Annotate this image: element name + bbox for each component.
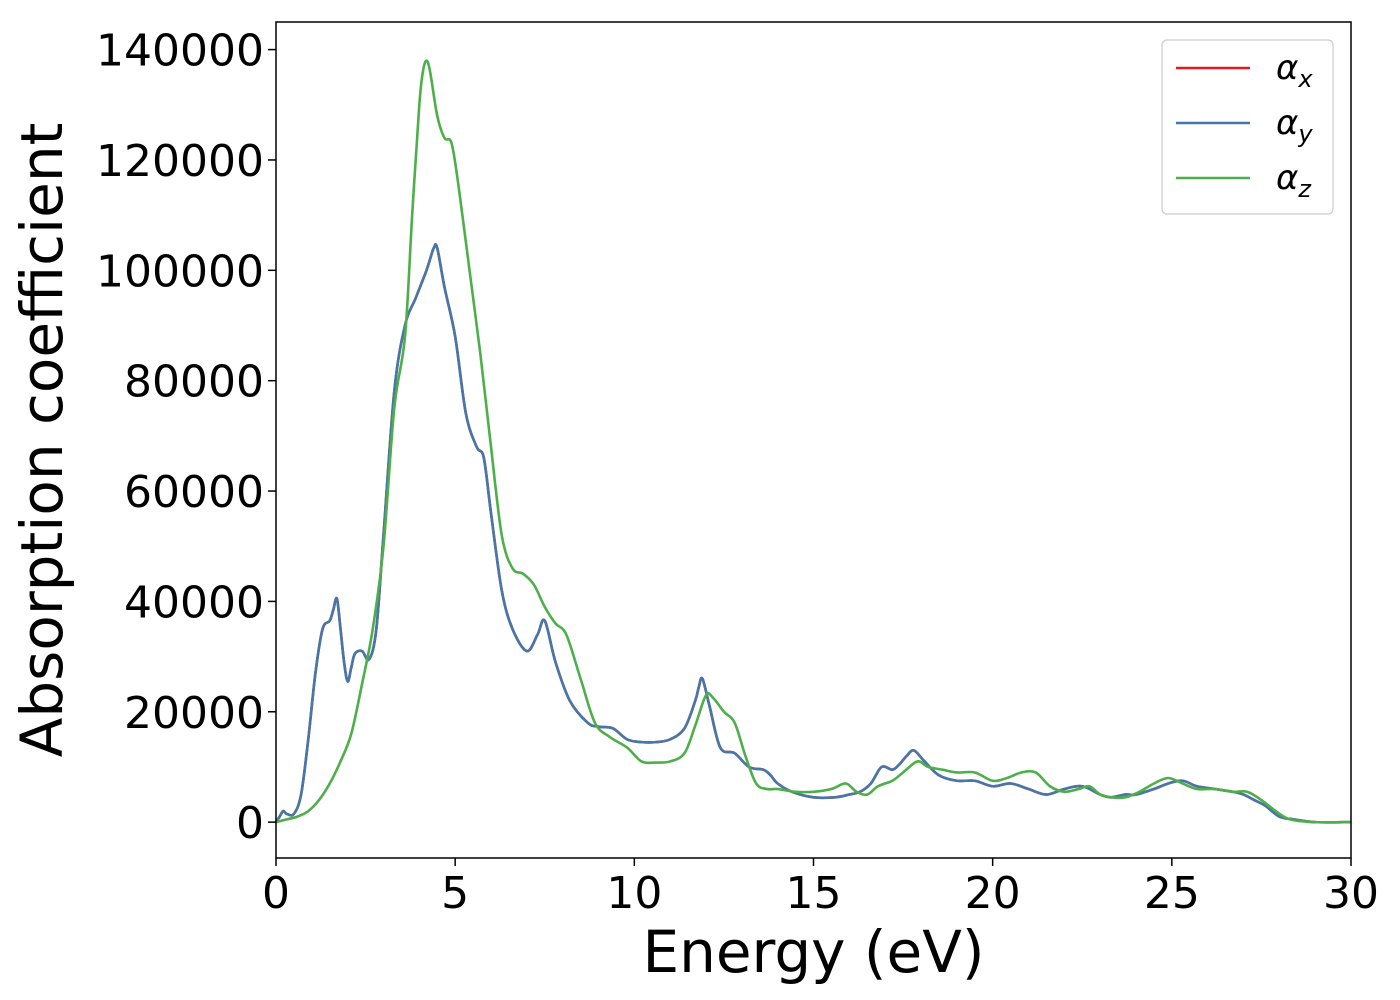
y-tick-label: 60000 [124,467,264,518]
y-tick-label: 140000 [96,26,264,77]
x-axis-label: Energy (eV) [642,918,984,986]
y-axis: 0 20000 40000 60000 80000 100000 120000 140000 [96,26,276,849]
x-tick-label: 5 [441,868,469,919]
x-tick-label: 0 [262,868,290,919]
legend-label-alpha-z: αz [1276,158,1312,203]
legend-box [1161,39,1334,215]
x-tick-label: 15 [786,868,842,919]
x-axis: 0 5 10 15 20 25 30 [262,858,1379,919]
legend-label-alpha-x: αx [1276,48,1313,93]
y-axis-label: Absorption coefficient [8,123,76,758]
y-tick-label: 80000 [124,357,264,408]
series-line-alpha-z [275,59,1352,824]
legend-label-alpha-y: αy [1276,103,1313,148]
plot-lines [274,59,1352,824]
series-line-alpha-x [274,243,1352,824]
series-line-alpha-y [274,243,1352,824]
x-tick-label: 25 [1144,868,1200,919]
y-tick-label: 20000 [124,688,264,739]
y-tick-label: 0 [236,798,264,849]
x-tick-label: 10 [606,868,662,919]
y-tick-label: 120000 [96,136,264,187]
x-tick-label: 20 [965,868,1021,919]
x-tick-label: 30 [1323,868,1379,919]
y-tick-label: 40000 [124,577,264,628]
y-tick-label: 100000 [96,246,264,297]
legend: αx αy αz [1161,39,1334,215]
